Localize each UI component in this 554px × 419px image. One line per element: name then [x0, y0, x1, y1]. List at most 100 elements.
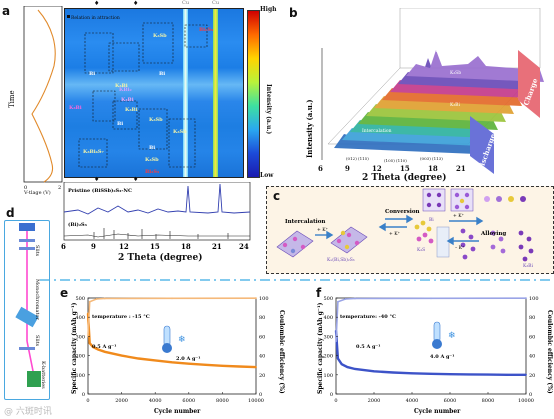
f-xtick-2: 4000	[406, 398, 419, 404]
e-ylabel-left: Specific capacity (mAh g⁻¹)	[71, 302, 78, 394]
ion-label-2: + K⁺	[453, 213, 465, 219]
phase-label-9: K₃Sb	[145, 157, 159, 163]
e-ytick-right-3: 60	[259, 334, 265, 340]
watermark: @ 六斑时讯	[4, 407, 52, 417]
xtick-b-12: 12	[372, 164, 382, 173]
phase-label-3: K₃Sb	[153, 33, 167, 39]
e-series-capacity	[86, 313, 257, 369]
colorbar-high: High	[260, 6, 277, 13]
xrd-label-top: Pristine (BiSSb)₂S₃-NC	[68, 187, 132, 194]
f-point-1-4	[430, 297, 432, 300]
f-ytick-left-5: 500	[323, 296, 333, 302]
f-point-1-2	[344, 298, 347, 300]
f-ytick-right-2: 40	[529, 354, 535, 360]
phase-label-15: K₃Bi	[69, 105, 82, 111]
charge-band	[518, 50, 540, 118]
phase-label-8: Bi	[149, 145, 155, 151]
f-xtick-3: 6000	[444, 398, 457, 404]
thermometer-icon-e	[162, 325, 172, 353]
e-ytick-right-5: 100	[259, 296, 269, 302]
f-ytick-left-4: 400	[323, 315, 333, 321]
phase-label-11: Bi₂S₃	[145, 169, 159, 175]
voltage-profile: Time 0 2	[8, 6, 63, 190]
f-point-0-13	[525, 373, 527, 376]
f-point-0-12	[506, 373, 508, 376]
f-ytick-left-0: 0	[330, 392, 333, 398]
e-rate-high: 2.0 A g⁻¹	[176, 356, 200, 362]
f-point-0-6	[392, 371, 394, 374]
f-point-0-3	[346, 366, 349, 368]
e-temperature: temperature : -15 °C	[92, 314, 150, 320]
e-xtick-4: 8000	[216, 398, 229, 404]
xtick-a-24: 24	[239, 242, 249, 251]
f-point-0-2	[340, 363, 343, 366]
e-ylabel-right: Coulombic efficiency (%)	[278, 310, 285, 394]
xrd-pattern: Pristine (BiSSb)₂S₃-NC (Bi)₂S₃ 6 9 12 15…	[61, 182, 251, 251]
lattice-pristine	[276, 230, 314, 258]
f-series-capacity	[334, 330, 526, 376]
e-xtick-3: 6000	[182, 398, 195, 404]
xtick-b-21: 21	[456, 164, 466, 173]
e-rate-low: 0.5 A g⁻¹	[92, 344, 116, 350]
f-point-0-1	[337, 357, 339, 360]
f-ytick-left-3: 300	[323, 334, 333, 340]
e-ytick-right-4: 80	[259, 315, 265, 321]
colorbar-low: Low	[260, 172, 274, 179]
e-ytick-left-4: 400	[75, 315, 85, 321]
e-point-0-12	[238, 365, 241, 368]
panel-f-chart: 0 100 200 300 400 500 0 20 40 60 80 100 0 2000 4000 600…	[317, 296, 553, 415]
f-xtick-5: 10000	[518, 398, 534, 404]
diamond-marker-1: ♦	[94, 0, 100, 7]
f-point-0-11	[487, 373, 489, 376]
ion-label-3: – K⁺	[455, 245, 465, 251]
annot-b-1: Intercalation	[362, 128, 392, 134]
e-point-0-5	[120, 354, 123, 357]
phase-label-0: Bi	[89, 71, 95, 77]
e-xtick-2: 4000	[149, 398, 162, 404]
f-rate-low: 0.5 A g⁻¹	[356, 344, 380, 350]
e-xtick-5: 10000	[248, 398, 264, 404]
step-alloying: Alloying	[480, 231, 506, 237]
xtick-a-9: 9	[91, 242, 96, 251]
e-ytick-left-0: 0	[82, 392, 85, 398]
f-ytick-left-2: 200	[323, 354, 333, 360]
phase-label-10: Bi₂S₃	[199, 27, 213, 33]
monochromator-label: Monochromator	[34, 279, 40, 320]
f-point-0-5	[373, 370, 375, 373]
e-point-0-6	[137, 357, 140, 360]
phase-label-1: K₃Bi	[115, 83, 128, 89]
f-point-1-5	[525, 297, 527, 300]
panel-d-label: d	[6, 206, 15, 220]
f-temperature: temperature: -40 °C	[340, 314, 396, 320]
battery-cell	[27, 371, 41, 387]
e-point-1-1	[88, 300, 91, 303]
f-point-0-7	[411, 372, 413, 375]
time-axis-label: Time	[8, 90, 16, 108]
annot-b-2: K₃Sb	[450, 70, 461, 76]
operando-heatmap: Bi K₃Bi Bi K₃Sb Bi K₃Bi K₃Sb K₃Bi₄S₇ Bi …	[64, 8, 244, 178]
f-point-1-1	[337, 300, 339, 303]
setup-diagram: Slits Monochromator Slits K-batteries	[4, 220, 50, 400]
phase-label-6: K₃Sb	[149, 117, 163, 123]
phase-label-4: Bi	[117, 121, 123, 127]
f-ylabel-left: Specific capacity (mAh g⁻¹)	[317, 302, 324, 394]
ion-label-0: + K⁺	[317, 227, 329, 233]
voltage-axis-label: V-tlage (V)	[24, 190, 51, 196]
thermometer-icon-f	[432, 321, 442, 349]
e-point-0-3	[97, 348, 99, 351]
xtick-a-15: 15	[150, 242, 160, 251]
e-point-1-3	[103, 297, 106, 300]
species-0: Kₓ(Bi,Sb)₂S₃	[327, 256, 355, 263]
f-ytick-right-3: 60	[529, 334, 535, 340]
panel-e-label: e	[60, 286, 69, 300]
panel-a-label: a	[2, 4, 11, 18]
e-ytick-left-1: 100	[75, 373, 85, 379]
xray-source	[19, 223, 35, 231]
phase-label-13: K₃Sb	[173, 129, 187, 135]
f-ytick-right-0: 0	[529, 392, 532, 398]
f-point-1-3	[354, 297, 356, 300]
diamond-marker-4: ♦	[133, 176, 139, 183]
legend-marker	[67, 15, 70, 18]
xtick-b-6: 6	[318, 164, 323, 173]
slits-label-2: Slits	[34, 335, 40, 347]
